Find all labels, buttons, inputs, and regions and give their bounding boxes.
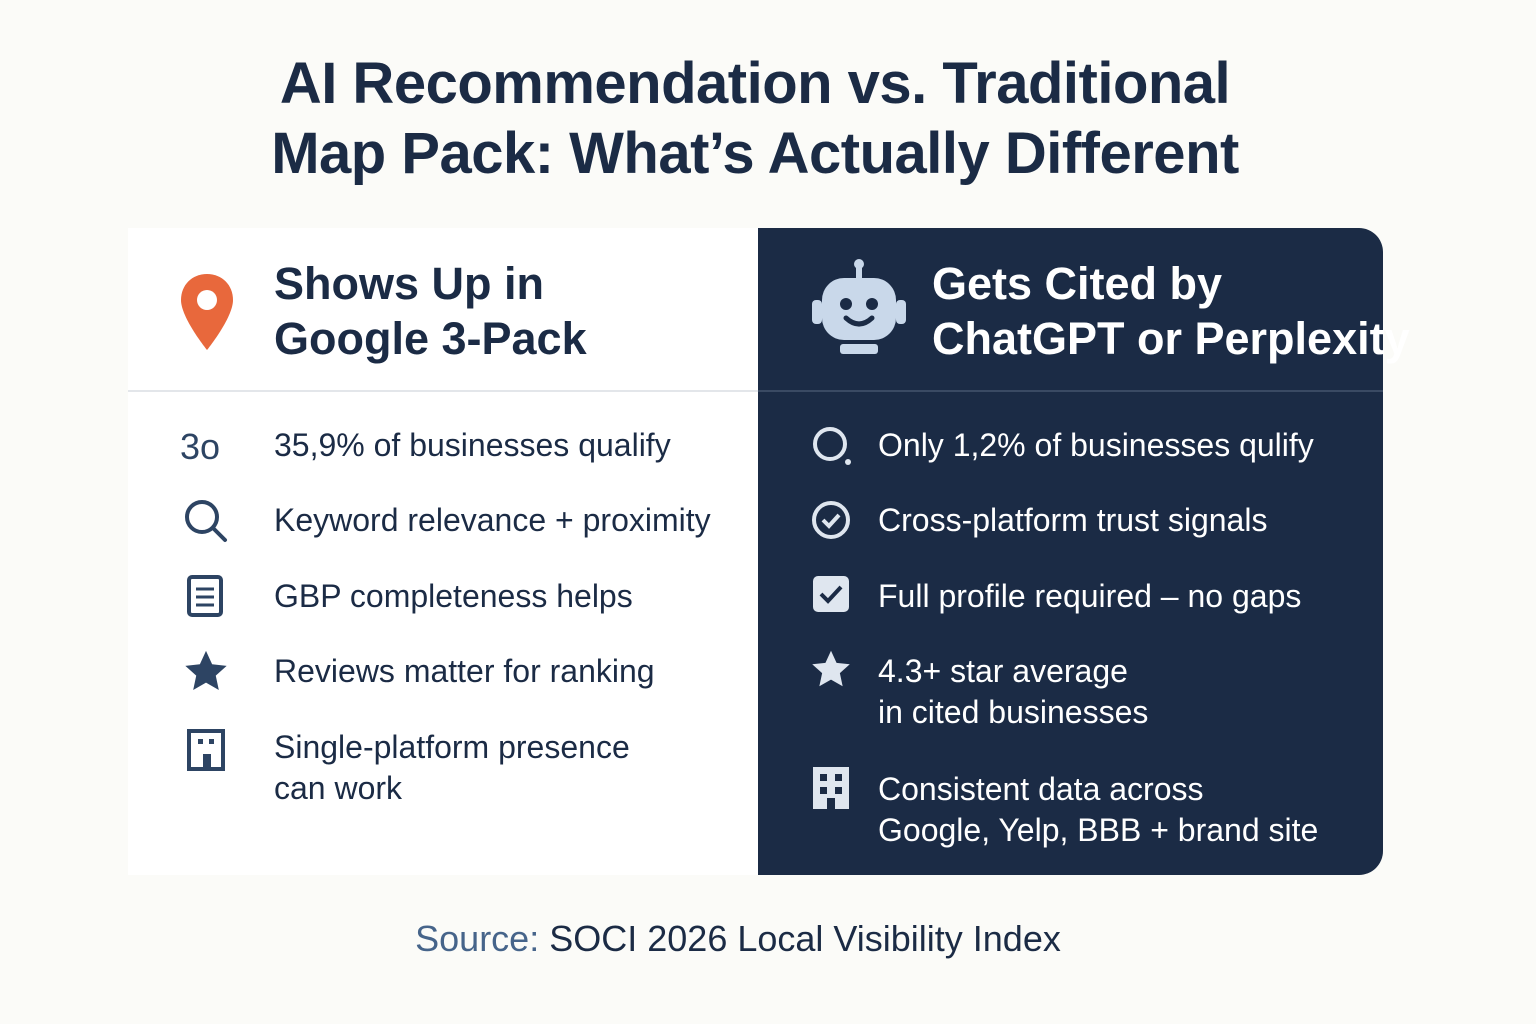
item-text: can work xyxy=(274,770,403,806)
divider xyxy=(128,390,758,392)
item-text: Full profile required – no gaps xyxy=(878,578,1302,614)
title-line: Map Pack: What’s Actually Different xyxy=(271,121,1239,186)
column-heading: Gets Cited by xyxy=(932,258,1223,309)
pin-icon xyxy=(181,274,233,350)
item-text: Reviews matter for ranking xyxy=(274,653,655,689)
circle-icon xyxy=(813,427,851,465)
column-heading: Google 3-Pack xyxy=(274,313,587,364)
column-heading: Shows Up in xyxy=(274,258,544,309)
item-text: Single-platform presence xyxy=(274,729,630,765)
item-text: Keyword relevance + proximity xyxy=(274,502,711,538)
item-text: Consistent data across xyxy=(878,771,1204,807)
source: Source: SOCI 2026 Local Visibility Index xyxy=(0,918,1476,960)
star-icon xyxy=(185,650,227,690)
title-line: AI Recommendation vs. Traditional xyxy=(279,51,1231,116)
building-icon xyxy=(813,767,849,810)
item-text: Google, Yelp, BBB + brand site xyxy=(878,812,1319,848)
item-text: Cross-platform trust signals xyxy=(878,502,1268,538)
search-icon xyxy=(185,500,227,542)
source-text: SOCI 2026 Local Visibility Index xyxy=(549,918,1061,959)
left-panel xyxy=(128,228,758,875)
checkbox-icon xyxy=(813,576,849,612)
source-label: Source: xyxy=(415,918,540,959)
column-heading: ChatGPT or Perplexity xyxy=(932,313,1410,364)
robot-icon xyxy=(812,259,906,354)
item-text: Only 1,2% of businesses qulify xyxy=(878,427,1314,463)
star-icon xyxy=(812,650,850,687)
building-icon xyxy=(187,729,225,771)
item-text: in cited businesses xyxy=(878,694,1149,730)
check-circle-icon xyxy=(812,501,850,539)
divider xyxy=(758,390,1383,392)
icon-text: 3o xyxy=(180,426,221,467)
item-text: 4.3+ star average xyxy=(878,653,1128,689)
item-text: 35,9% of businesses qualify xyxy=(274,427,671,463)
document-icon xyxy=(187,575,223,617)
item-text: GBP completeness helps xyxy=(274,578,633,614)
